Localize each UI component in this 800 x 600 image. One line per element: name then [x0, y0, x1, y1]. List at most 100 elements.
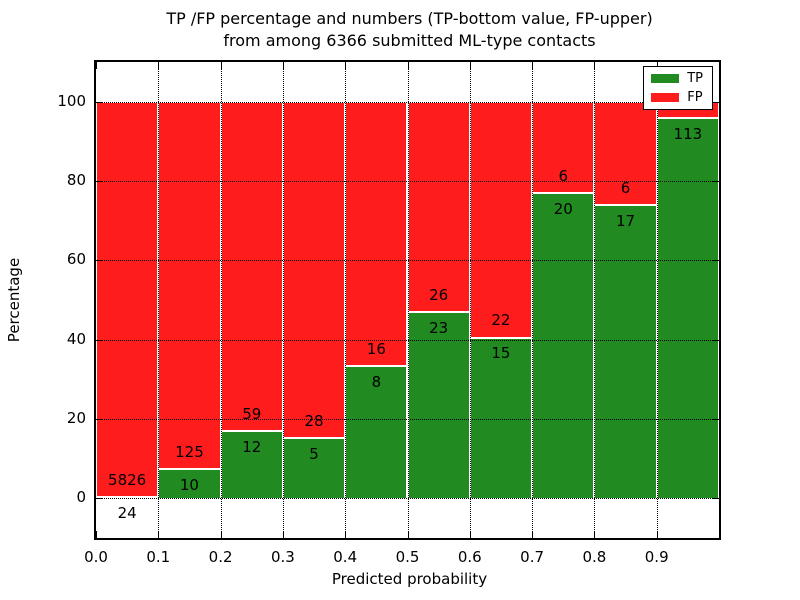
- bar-segment-fp: [345, 101, 408, 367]
- y-tick-mark: [96, 181, 103, 182]
- bar-segment-fp: [220, 101, 283, 432]
- y-tick-mark: [712, 260, 719, 262]
- bar-segment-tp: [469, 337, 533, 499]
- x-tick-mark: [96, 531, 97, 538]
- x-tick-label: 0.4: [333, 548, 358, 566]
- fp-count-label: 6: [620, 179, 631, 198]
- x-tick-mark: [469, 531, 471, 538]
- legend-item-fp: FP: [651, 91, 703, 104]
- bar-segment-fp: [594, 101, 657, 206]
- vertical-gridline: [158, 62, 160, 538]
- fp-count-label: 5826: [108, 470, 147, 489]
- x-tick-label: 0.8: [582, 548, 607, 566]
- tp-count-label: 5: [309, 445, 319, 464]
- tp-count-label: 15: [491, 344, 511, 363]
- bar-segment-fp: [407, 101, 470, 313]
- vertical-gridline: [345, 62, 347, 538]
- y-tick-label: 20: [66, 409, 86, 427]
- chart-title: TP /FP percentage and numbers (TP-bottom…: [96, 8, 723, 52]
- y-tick-mark: [96, 101, 103, 103]
- y-tick-mark: [96, 498, 103, 500]
- tp-count-label: 23: [429, 319, 449, 337]
- x-tick-mark: [656, 531, 658, 538]
- x-tick-label: 0.5: [395, 548, 420, 566]
- vertical-gridline: [594, 62, 596, 538]
- x-tick-mark: [220, 62, 222, 69]
- y-tick-label: 100: [57, 91, 86, 110]
- fp-count-label: 16: [366, 340, 386, 359]
- bar-segment-tp: [594, 205, 657, 499]
- bar-segment-tp: [96, 496, 159, 499]
- fp-count-label: 22: [491, 311, 511, 330]
- y-tick-mark: [712, 498, 719, 500]
- x-tick-label: 0.3: [270, 548, 295, 566]
- legend-label-tp: TP: [687, 71, 703, 86]
- x-tick-mark: [407, 531, 409, 538]
- tp-count-label: 17: [616, 212, 636, 230]
- tp-count-label: 8: [371, 372, 382, 391]
- tp-count-label: 24: [117, 503, 137, 522]
- chart-title-line1: TP /FP percentage and numbers (TP-bottom…: [166, 9, 653, 28]
- fp-count-label: 59: [242, 405, 262, 424]
- y-tick-mark: [96, 260, 103, 262]
- x-tick-mark: [532, 531, 534, 538]
- x-tick-mark: [345, 531, 347, 538]
- plot-area: 5826 24 125 10 59 12 28 5 16 8 26 23 22 15 6 20 6 17 113 T…: [94, 60, 721, 540]
- legend-item-tp: TP: [651, 72, 703, 85]
- plot-inner: 5826 24 125 10 59 12 28 5 16 8 26 23 22 15 6 20 6 17 113: [96, 62, 719, 538]
- bar-segment-tp: [282, 438, 346, 499]
- legend-label-fp: FP: [687, 90, 703, 105]
- x-tick-label: 0.7: [520, 548, 545, 566]
- y-tick-label: 60: [66, 250, 86, 269]
- fp-count-label: 125: [175, 442, 204, 461]
- fp-count-label: 6: [558, 167, 569, 186]
- x-tick-mark: [96, 62, 97, 69]
- tp-count-label: 12: [242, 438, 262, 457]
- bar-segment-tp: [220, 431, 283, 499]
- y-tick-mark: [712, 339, 719, 341]
- x-tick-mark: [469, 62, 471, 69]
- x-tick-mark: [656, 62, 658, 69]
- x-tick-mark: [532, 62, 534, 69]
- x-tick-mark: [158, 62, 160, 69]
- tp-count-label: 10: [179, 475, 199, 494]
- chart-title-line2: from among 6366 submitted ML-type contac…: [223, 31, 596, 50]
- bar-segment-fp: [469, 101, 533, 338]
- vertical-gridline: [532, 62, 534, 538]
- x-tick-label: 0.9: [644, 548, 669, 566]
- bar-segment-fp: [158, 101, 221, 469]
- x-tick-label: 0.0: [84, 548, 108, 566]
- tp-count-label: 20: [553, 200, 573, 219]
- x-tick-mark: [282, 531, 284, 538]
- bar-segment-fp: [282, 101, 346, 439]
- y-tick-mark: [96, 339, 103, 341]
- vertical-gridline: [469, 62, 471, 538]
- x-tick-label: 0.6: [457, 548, 482, 566]
- y-tick-mark: [712, 101, 719, 103]
- y-tick-label: 80: [66, 171, 86, 189]
- x-tick-mark: [594, 531, 596, 538]
- y-axis-label: Percentage: [5, 257, 23, 343]
- x-tick-label: 0.2: [208, 548, 233, 566]
- x-tick-mark: [220, 531, 222, 538]
- y-tick-mark: [712, 181, 719, 182]
- bar-segment-tp: [345, 366, 408, 499]
- tp-count-label: 113: [673, 125, 703, 144]
- fp-count-label: 28: [304, 412, 324, 431]
- y-tick-label: 0: [76, 488, 86, 507]
- vertical-gridline: [282, 62, 284, 538]
- vertical-gridline: [220, 62, 222, 538]
- vertical-gridline: [656, 62, 658, 538]
- x-tick-mark: [345, 62, 347, 69]
- x-tick-mark: [594, 62, 596, 69]
- x-tick-mark: [407, 62, 409, 69]
- vertical-gridline: [407, 62, 409, 538]
- tp-color-swatch: [651, 74, 680, 83]
- x-tick-mark: [158, 531, 160, 538]
- x-tick-label: 0.1: [146, 548, 171, 566]
- fp-color-swatch: [651, 93, 680, 102]
- x-axis-label: Predicted probability: [331, 570, 488, 588]
- fp-count-label: 26: [429, 286, 449, 305]
- bar-segment-tp: [532, 193, 595, 499]
